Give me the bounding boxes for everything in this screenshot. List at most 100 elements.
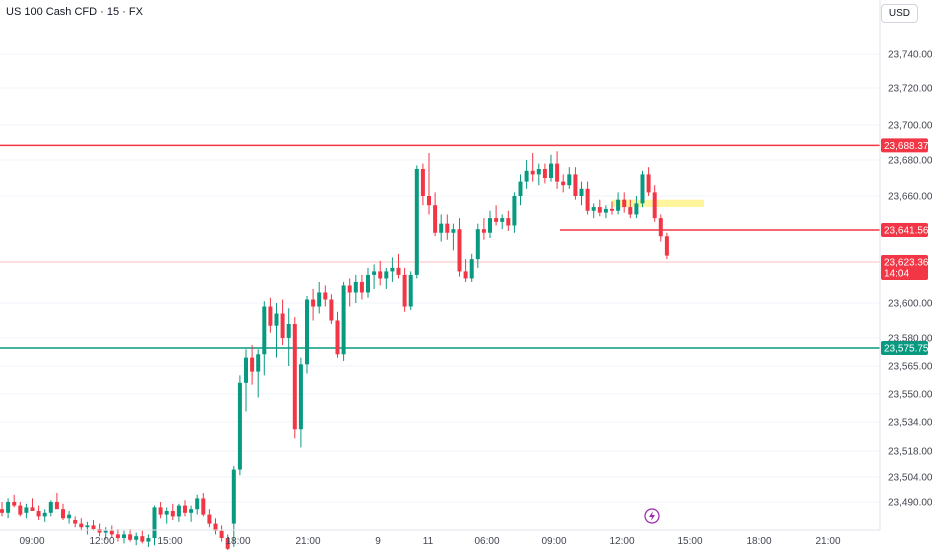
candle (634, 196, 639, 219)
candle (664, 232, 669, 260)
candle (274, 303, 279, 358)
candle (341, 281, 346, 361)
candle (542, 163, 547, 184)
candle (122, 530, 126, 544)
candle (530, 153, 535, 182)
candle (366, 267, 370, 298)
candle (244, 349, 248, 412)
candle (140, 530, 145, 544)
candle (292, 317, 297, 439)
candle (414, 165, 419, 279)
candle (347, 278, 352, 307)
candle (658, 214, 663, 242)
price-tick-label: 23,600.00 (888, 299, 932, 310)
candle (549, 154, 553, 182)
time-axis[interactable]: 09:00 12:00 15:00 18:00 21:00 9 11 06:00 09:00 12… (0, 529, 880, 547)
candle (524, 160, 529, 189)
candle (512, 192, 517, 233)
candle (91, 520, 96, 531)
price-grid (0, 53, 880, 503)
candles (0, 151, 669, 553)
support-price-label: 23,575.75 (884, 344, 929, 355)
candle (329, 294, 334, 324)
candle (475, 223, 480, 268)
candle (115, 529, 120, 542)
candle (457, 218, 462, 277)
support-price-tag (881, 341, 928, 355)
bar-countdown: 14:04 (884, 269, 909, 280)
candle (372, 264, 377, 289)
candle (146, 534, 151, 547)
candle (225, 534, 230, 553)
candle (24, 503, 29, 519)
candle (439, 214, 444, 242)
candle (359, 274, 364, 300)
candle (36, 505, 41, 520)
candle (652, 185, 657, 222)
candle (500, 214, 505, 230)
candle (48, 500, 53, 517)
candle (591, 203, 596, 219)
candle (164, 507, 169, 524)
candle (0, 502, 4, 517)
candle (616, 192, 621, 215)
candle (298, 357, 303, 448)
candle (567, 167, 572, 189)
candle (262, 301, 267, 376)
horizontal-levels[interactable] (0, 144, 880, 349)
candle (237, 375, 242, 476)
lightning-bolt-icon[interactable] (644, 508, 660, 524)
candle (445, 214, 450, 240)
candle (311, 288, 316, 321)
time-tick-label: 06:00 (474, 536, 499, 547)
candle (280, 299, 285, 346)
resistance-price-tag (881, 138, 928, 153)
time-tick-label: 11 (423, 536, 434, 547)
candle (390, 257, 395, 282)
intraday-price-tag (881, 223, 928, 237)
candle (256, 349, 261, 398)
candle (103, 527, 108, 540)
highlight-zone[interactable] (612, 199, 704, 208)
candle (402, 267, 407, 312)
time-tick-label: 12:00 (89, 536, 114, 547)
candle (420, 163, 425, 206)
candle (573, 167, 578, 200)
candle (42, 509, 47, 522)
candle (408, 271, 413, 310)
time-tick-label: 09:00 (19, 536, 44, 547)
candle (250, 345, 255, 385)
candle (561, 174, 566, 193)
price-tick-label: 23,720.00 (888, 84, 932, 95)
price-tick-label: 23,700.00 (888, 121, 932, 132)
candle (231, 465, 236, 547)
time-tick-label: 15:00 (157, 536, 182, 547)
symbol-title[interactable]: US 100 Cash CFD · 15 · FX (6, 6, 143, 18)
currency-button[interactable]: USD (880, 4, 918, 23)
time-tick-label: 18:00 (746, 536, 771, 547)
candle (646, 167, 651, 196)
resistance-price-label: 23,688.37 (884, 141, 929, 152)
price-tick-label: 23,490.00 (888, 498, 932, 509)
candle (488, 210, 492, 239)
candle (268, 297, 273, 333)
candle (73, 516, 78, 528)
candle (353, 274, 358, 303)
price-tick-label: 23,518.00 (888, 447, 932, 458)
candle (610, 201, 614, 215)
candle (463, 259, 468, 282)
time-tick-label: 09:00 (541, 536, 566, 547)
candle (305, 295, 309, 374)
price-axis[interactable]: 23,740.0023,720.0023,700.0023,680.0023,6… (879, 0, 932, 530)
candle (207, 509, 212, 528)
candle (427, 153, 431, 215)
price-tick-label: 23,534.00 (888, 418, 932, 429)
candle (176, 503, 181, 522)
candle (128, 529, 133, 542)
time-tick-label: 21:00 (295, 536, 320, 547)
candle (213, 518, 218, 535)
time-tick-label: 12:00 (609, 536, 634, 547)
candle (433, 192, 438, 237)
